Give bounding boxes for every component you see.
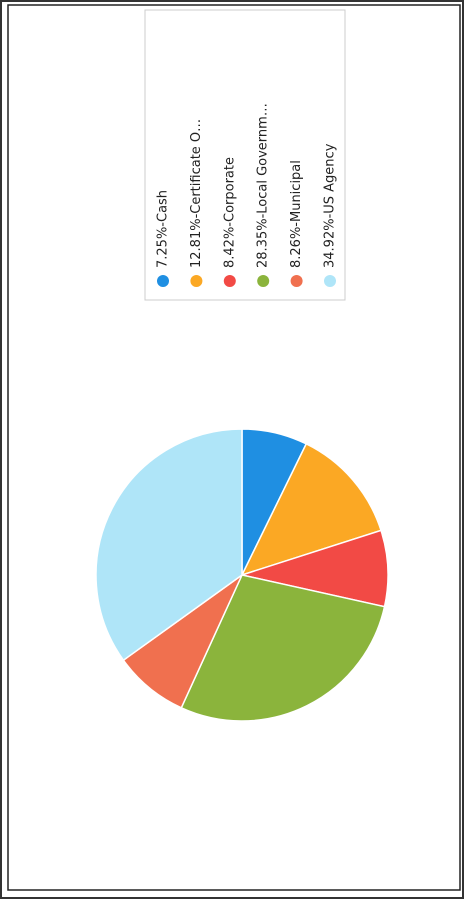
legend-label: 34.92%-US Agency: [323, 143, 338, 268]
chart-frame: [7, 4, 461, 891]
legend: 7.25%-Cash 12.81%-Certificate O… 8.42%-Cor…: [156, 103, 338, 287]
legend-marker: [190, 275, 203, 287]
pie: [95, 428, 389, 722]
legend-marker: [324, 275, 336, 287]
legend-marker: [290, 275, 303, 287]
legend-marker: [157, 275, 169, 287]
legend-label: 8.26%-Municipal: [289, 160, 304, 268]
legend-label: 8.42%-Corporate: [222, 157, 237, 268]
legend-marker: [257, 275, 270, 287]
pie-slice: [240, 442, 382, 577]
pie-slice: [95, 428, 243, 662]
legend-box: [144, 9, 346, 301]
legend-label: 7.25%-Cash: [156, 190, 171, 268]
pie-slice: [180, 574, 386, 722]
legend-marker: [223, 275, 236, 287]
legend-label: 12.81%-Certificate O…: [189, 119, 204, 268]
legend-label: 28.35%-Local Governm…: [256, 103, 271, 268]
